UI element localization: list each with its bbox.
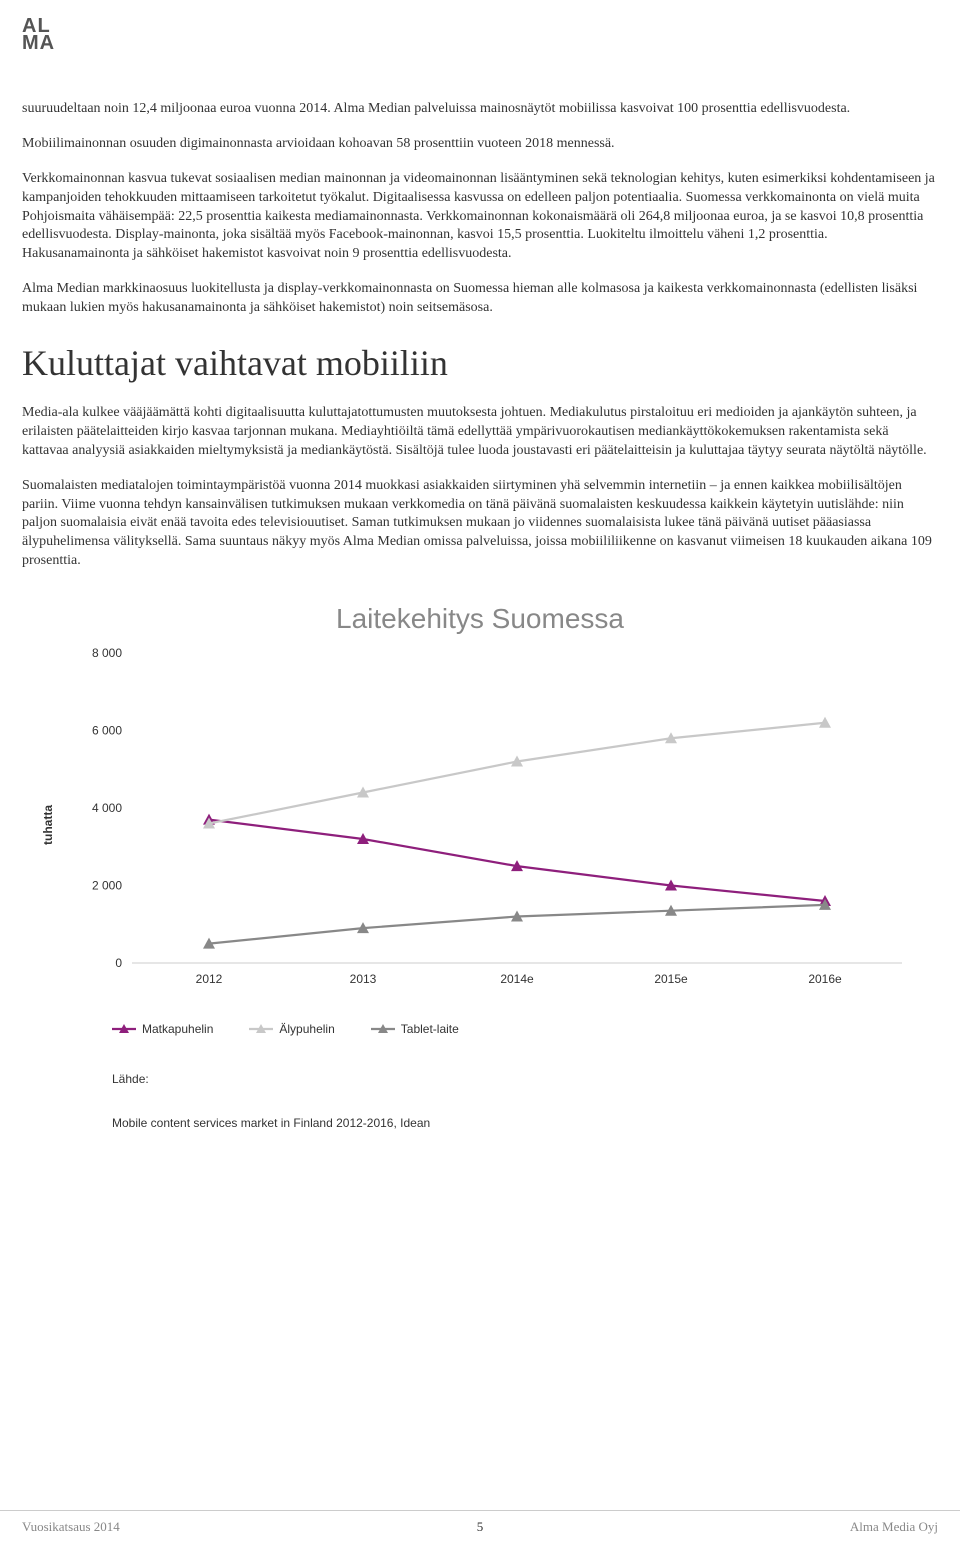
chart-svg: 0 2 000 4 000 6 000 8 000 2012 2013 2014e 2015e 2… [62,643,922,1003]
svg-text:2012: 2012 [196,972,223,986]
legend-item: Matkapuhelin [112,1022,213,1036]
paragraph-5: Media-ala kulkee vääjäämättä kohti digit… [22,404,938,461]
svg-text:6 000: 6 000 [92,724,122,738]
legend-label: Matkapuhelin [142,1022,213,1036]
page-footer: Vuosikatsaus 2014 5 Alma Media Oyj [0,1510,960,1535]
source-label: Lähde: [112,1072,938,1086]
svg-text:8 000: 8 000 [92,646,122,660]
legend-label: Älypuhelin [279,1022,334,1036]
footer-page-number: 5 [477,1519,484,1535]
chart-source: Lähde: Mobile content services market in… [112,1072,938,1130]
svg-text:4 000: 4 000 [92,801,122,815]
page-content: suuruudeltaan noin 12,4 miljoonaa euroa … [0,0,960,1130]
paragraph-2: Mobiilimainonnan osuuden digimainonnasta… [22,135,938,154]
svg-text:2013: 2013 [350,972,377,986]
chart-plot: tuhatta 02 0004 0006 0008 00020122013201… [62,643,908,1008]
chart-title: Laitekehitys Suomessa [22,603,938,635]
legend-item: Tablet-laite [371,1022,459,1036]
footer-left: Vuosikatsaus 2014 [22,1519,120,1535]
legend-label: Tablet-laite [401,1022,459,1036]
chart-legend: Matkapuhelin Älypuhelin Tablet-laite [112,1022,938,1036]
logo-line2: MA [22,35,55,52]
section-heading: Kuluttajat vaihtavat mobiiliin [22,342,938,384]
svg-text:2016e: 2016e [808,972,842,986]
paragraph-4: Alma Median markkinaosuus luokitellusta … [22,280,938,318]
footer-right: Alma Media Oyj [850,1519,938,1535]
svg-text:2 000: 2 000 [92,879,122,893]
svg-text:2014e: 2014e [500,972,534,986]
logo: AL MA [22,18,55,52]
y-axis-label: tuhatta [41,805,55,845]
svg-text:2015e: 2015e [654,972,688,986]
source-text: Mobile content services market in Finlan… [112,1116,938,1130]
paragraph-1: suuruudeltaan noin 12,4 miljoonaa euroa … [22,100,938,119]
paragraph-3: Verkkomainonnan kasvua tukevat sosiaalis… [22,170,938,264]
paragraph-6: Suomalaisten mediatalojen toimintaympäri… [22,477,938,571]
svg-text:0: 0 [115,956,122,970]
legend-item: Älypuhelin [249,1022,334,1036]
chart-container: Laitekehitys Suomessa tuhatta 0 2 000 4 00… [22,603,938,1130]
